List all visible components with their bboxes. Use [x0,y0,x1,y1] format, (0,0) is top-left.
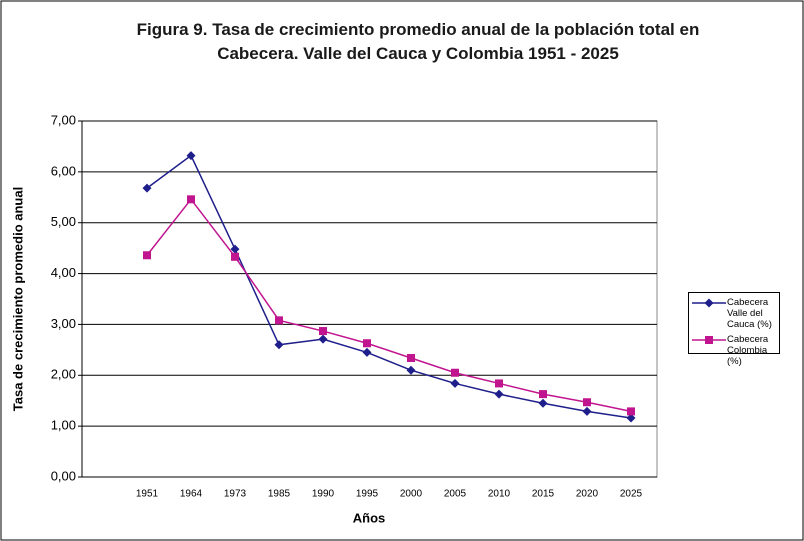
data-point [538,398,548,408]
legend-label: Cabecera Valle del Cauca (%) [727,297,772,330]
x-tick-label: 2000 [400,489,423,500]
x-tick-label: 1995 [356,489,379,500]
x-tick-label: 2025 [620,489,643,500]
x-axis-label: Años [353,510,386,525]
data-point [275,316,283,325]
y-axis-label: Tasa de crecimiento promedio anual [10,187,25,411]
legend-marker [705,336,713,344]
x-tick-label: 2005 [444,489,467,500]
data-point [450,378,460,388]
data-point [231,252,239,261]
y-tick-label: 2,00 [51,367,76,382]
x-tick-label: 1964 [180,489,203,500]
data-point [230,244,240,254]
data-point [583,398,591,407]
y-tick-label: 6,00 [51,163,76,178]
x-tick-label: 1985 [268,489,291,500]
series-line [146,154,632,419]
legend-swatch [692,336,726,344]
data-point [143,251,151,260]
legend-item: Cabecera Valle del Cauca (%) [689,297,779,330]
legend-marker [704,298,714,308]
y-tick-label: 3,00 [51,316,76,331]
y-tick-label: 1,00 [51,418,76,433]
data-point [627,407,635,416]
data-point [626,413,636,423]
legend-swatch [692,298,726,308]
legend: Cabecera Valle del Cauca (%) Cabecera Col… [688,292,780,367]
data-point [407,353,415,362]
x-tick-label: 1990 [312,489,335,500]
data-point [142,183,152,193]
x-tick-label: 2015 [532,489,555,500]
data-point [274,340,284,350]
series-line [146,198,632,413]
data-point [494,389,504,399]
data-point [406,365,416,375]
y-tick-label: 5,00 [51,214,76,229]
data-point [318,334,328,344]
chart-title: Figura 9. Tasa de crecimiento promedio a… [136,20,700,63]
x-tick-label: 2020 [576,489,599,500]
data-point [539,390,547,399]
y-tick-label: 4,00 [51,265,76,280]
data-point [582,406,592,416]
plot-area [81,120,658,478]
data-point [363,339,371,348]
legend-item: Cabecera Colombia (%) [689,334,779,367]
y-tick-label: 0,00 [51,468,76,483]
data-point [319,327,327,336]
data-point [495,379,503,388]
x-tick-label: 2010 [488,489,511,500]
x-tick-label: 1951 [136,489,159,500]
data-point [186,151,196,161]
x-tick-label: 1973 [224,489,247,500]
data-point [451,368,459,377]
y-tick-label: 7,00 [51,112,76,127]
data-point [187,195,195,204]
legend-label: Cabecera Colombia (%) [727,334,769,367]
data-point [362,347,372,357]
